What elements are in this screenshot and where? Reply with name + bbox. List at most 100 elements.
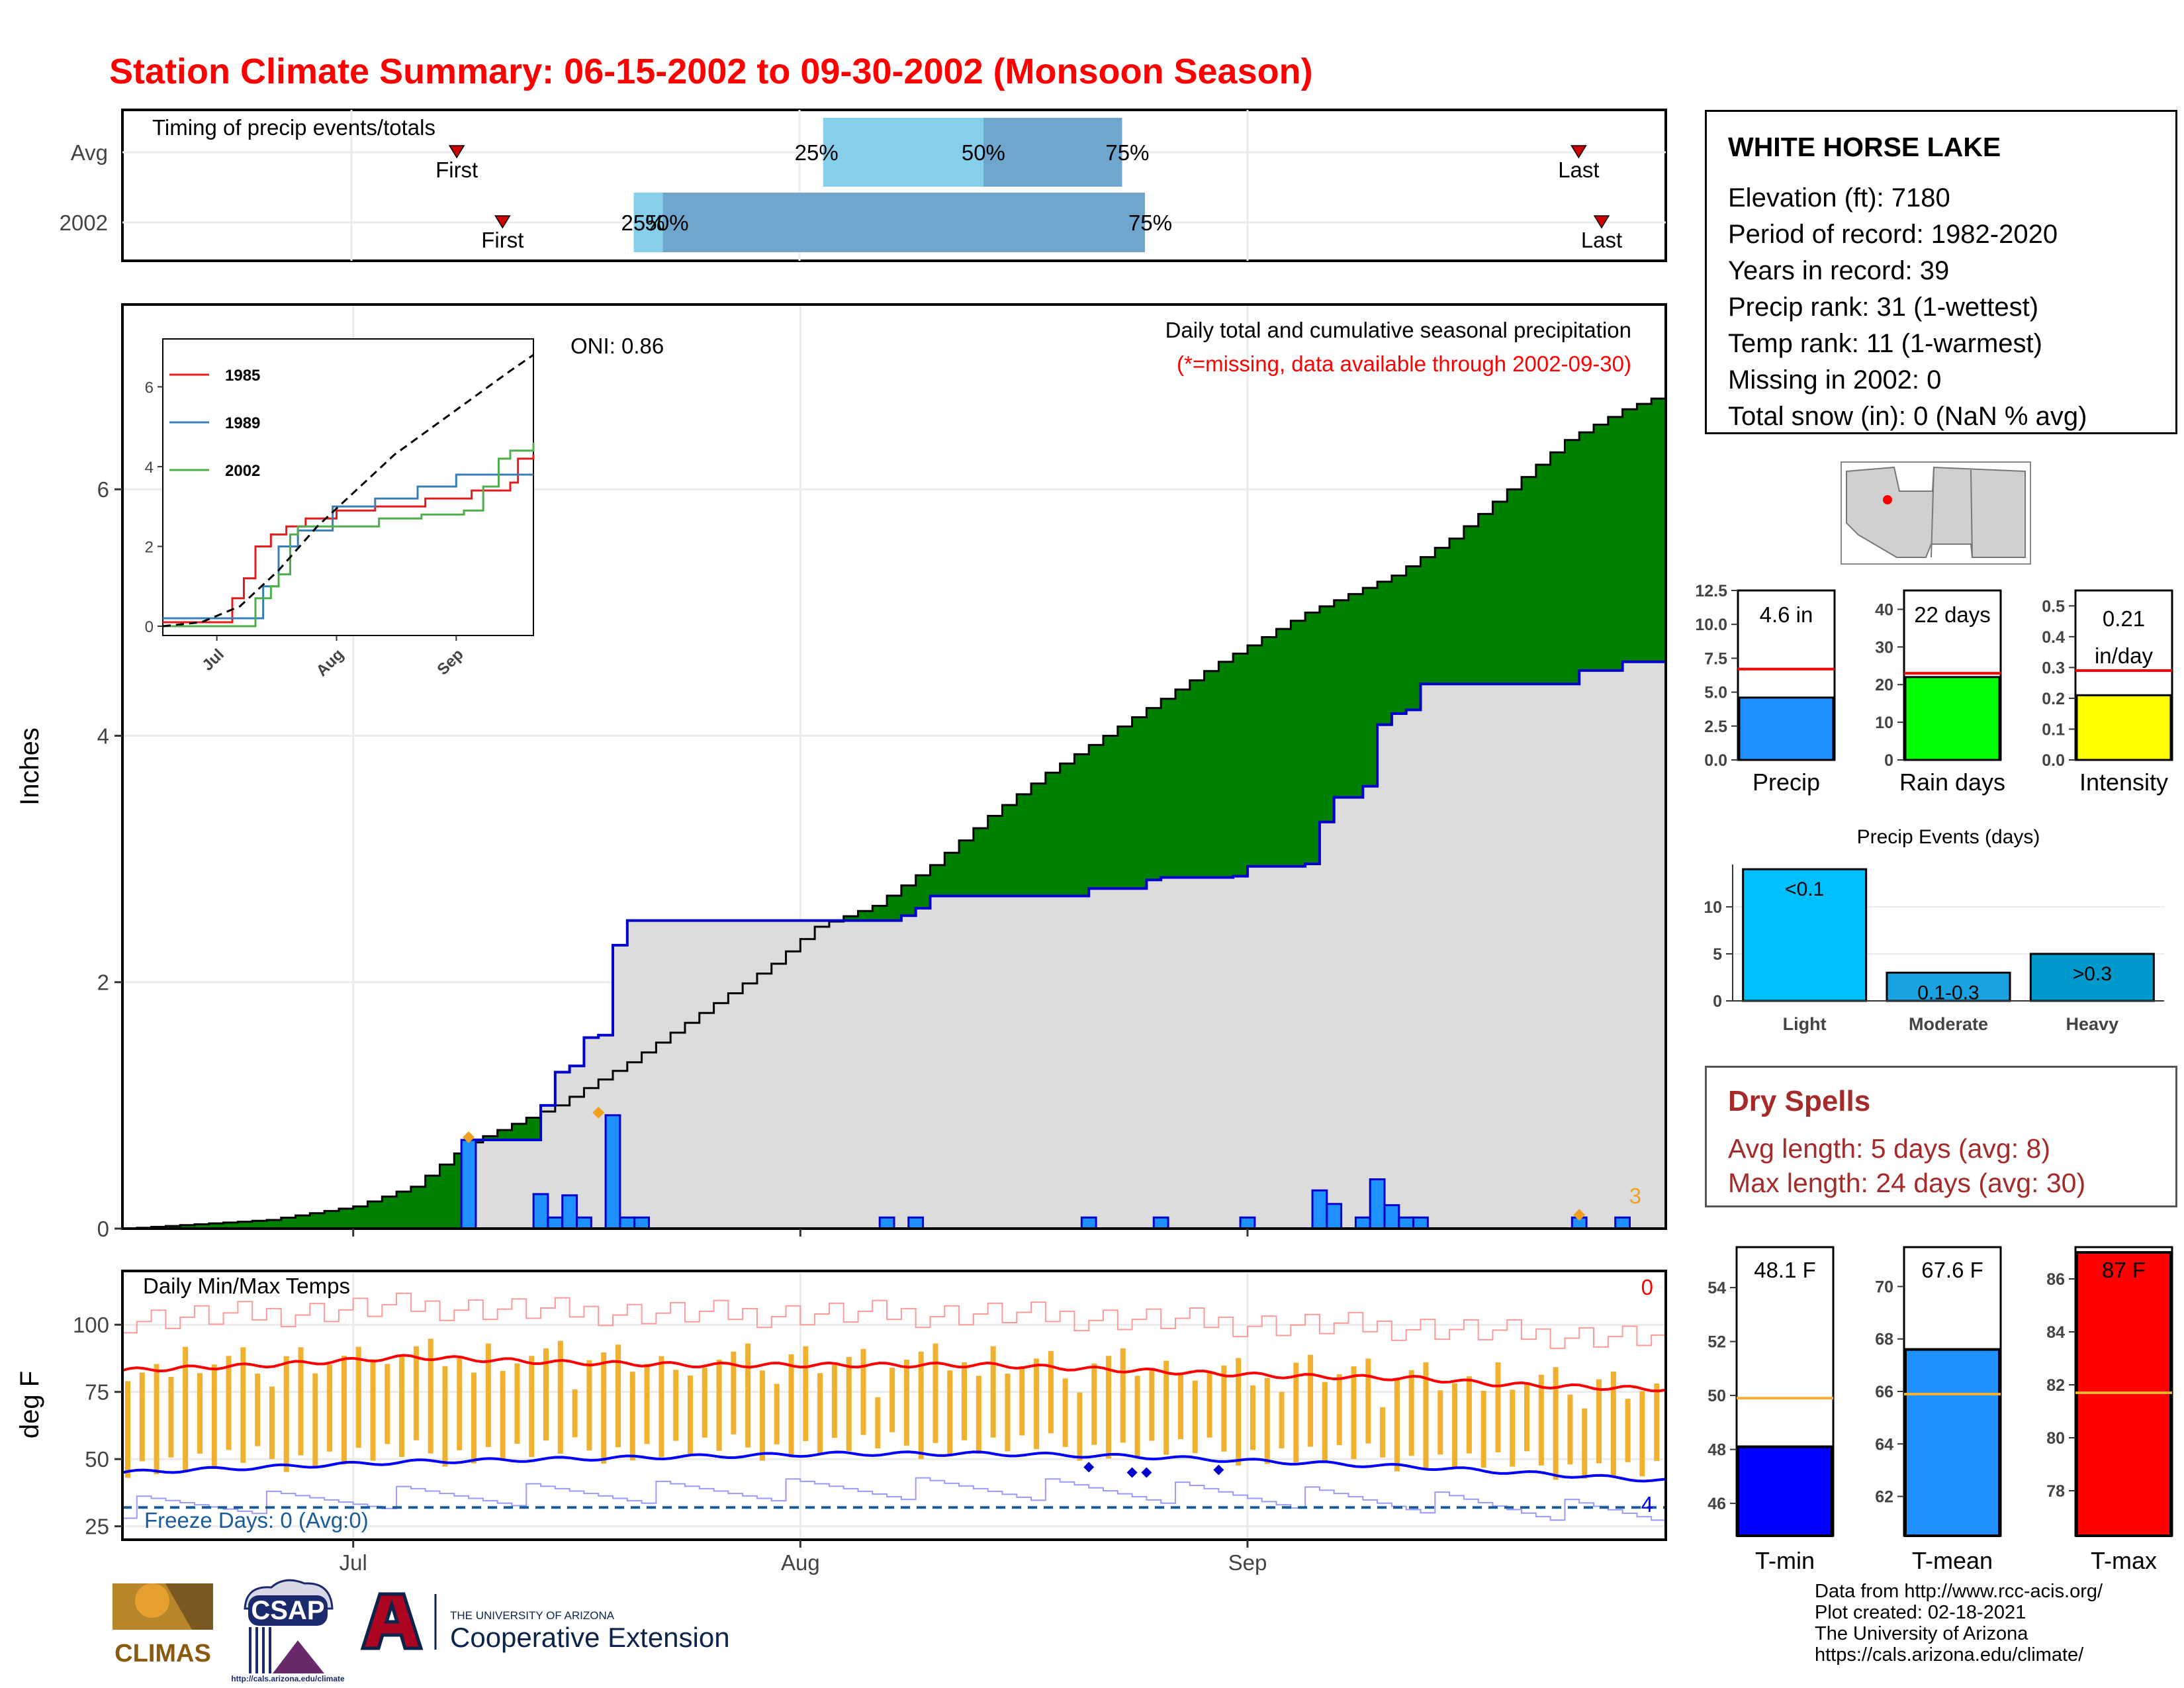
temp-gauge-y-tick-label: 46 bbox=[1707, 1495, 1726, 1513]
precip-marker bbox=[1573, 1209, 1586, 1221]
timing-bar-q3 bbox=[983, 118, 1122, 187]
freeze-days-label: Freeze Days: 0 (Avg:0) bbox=[144, 1508, 369, 1532]
gauge-y-tick-label: 0 bbox=[1884, 751, 1893, 770]
daily-temp-bar bbox=[183, 1346, 189, 1471]
temp-gauge-y-tick-label: 62 bbox=[1875, 1488, 1893, 1507]
daily-temp-bar bbox=[889, 1368, 895, 1432]
daily-temp-bar bbox=[312, 1373, 318, 1469]
daily-temp-bar bbox=[644, 1364, 650, 1444]
daily-temp-bar bbox=[702, 1368, 707, 1438]
daily-temp-bar bbox=[485, 1343, 491, 1447]
daily-temp-bar bbox=[629, 1372, 635, 1461]
daily-temp-bar bbox=[385, 1364, 390, 1444]
daily-temp-bar bbox=[817, 1373, 823, 1454]
daily-temp-bar bbox=[1596, 1379, 1602, 1464]
daily-temp-bar bbox=[1351, 1366, 1357, 1460]
temp-gauge-bar bbox=[1737, 1445, 1833, 1537]
daily-temp-bar bbox=[1177, 1374, 1183, 1440]
daily-temp-bar bbox=[341, 1355, 347, 1465]
gauge-y-tick-label: 7.5 bbox=[1704, 649, 1727, 668]
daily-temp-bar bbox=[962, 1362, 968, 1440]
daily-precip-bar bbox=[1354, 1216, 1371, 1230]
temp-y-tick-label: 25 bbox=[85, 1515, 109, 1539]
daily-temp-bar bbox=[990, 1346, 996, 1438]
daily-precip-bar bbox=[1152, 1216, 1169, 1230]
daily-temp-bar bbox=[1019, 1366, 1025, 1436]
dry-spells-max: Max length: 24 days (avg: 30) bbox=[1728, 1168, 2086, 1198]
daily-temp-bar bbox=[976, 1376, 981, 1454]
gauge-y-tick-label: 0.0 bbox=[2042, 751, 2065, 770]
inset-y-tick-label: 0 bbox=[145, 618, 154, 636]
ua-logo: THE UNIVERSITY OF ARIZONA Cooperative Ex… bbox=[360, 1592, 730, 1653]
gauge-value-label: 0.21 bbox=[2103, 606, 2145, 631]
daily-temp-bar bbox=[1192, 1380, 1198, 1454]
daily-precip-bar bbox=[1311, 1189, 1328, 1230]
temp-gauge-category-label: T-max bbox=[2091, 1547, 2157, 1574]
daily-temp-bar bbox=[1394, 1378, 1400, 1472]
timing-panel: Timing of precip events/totals Avg First L… bbox=[60, 109, 1667, 262]
daily-temp-bar bbox=[1639, 1391, 1645, 1477]
timing-first-label: First bbox=[481, 228, 523, 252]
temp-gauge-y-tick-label: 86 bbox=[2046, 1270, 2065, 1289]
daily-temp-bar bbox=[327, 1364, 333, 1452]
daily-temp-bar bbox=[529, 1356, 535, 1457]
precip-panel-title: Daily total and cumulative seasonal prec… bbox=[1165, 318, 1631, 342]
precip-events-chart: Precip Events (days) 0 5 10 <0.1 Light 0.1-0.3… bbox=[1704, 826, 2164, 1034]
temp-gauge-y-tick-label: 48 bbox=[1707, 1441, 1726, 1460]
temp-panel-title: Daily Min/Max Temps bbox=[143, 1274, 350, 1298]
precip-panel: Daily total and cumulative seasonal prec… bbox=[15, 303, 1667, 1241]
daily-temp-bar bbox=[1495, 1362, 1501, 1453]
temp-gauge-y-tick-label: 80 bbox=[2046, 1429, 2065, 1448]
events-bar-label: >0.3 bbox=[2073, 963, 2112, 985]
ua-logo-big-text: Cooperative Extension bbox=[450, 1622, 730, 1653]
gauge-y-tick-label: 0.2 bbox=[2042, 690, 2065, 708]
daily-temp-bar bbox=[875, 1397, 881, 1448]
daily-temp-bar bbox=[1149, 1368, 1155, 1441]
gauge-bar bbox=[2075, 694, 2172, 761]
temp-gauge-y-tick-label: 54 bbox=[1707, 1279, 1726, 1297]
daily-precip-bar bbox=[1383, 1204, 1400, 1230]
events-category-label: Light bbox=[1783, 1014, 1827, 1034]
timing-p75-label: 75% bbox=[1128, 211, 1172, 235]
daily-temp-bar bbox=[543, 1348, 549, 1441]
daily-temp-bar bbox=[1423, 1362, 1429, 1470]
gauge-charts: 0.0 2.5 5.0 7.5 10.0 12.5 4.6 in Precip 0 10 20 30 4… bbox=[1695, 582, 2173, 796]
inset-series-1989 bbox=[163, 473, 533, 620]
events-bar-label: 0.1-0.3 bbox=[1917, 982, 1979, 1004]
station-precip-rank: Precip rank: 31 (1-wettest) bbox=[1728, 293, 2039, 322]
events-category-label: Moderate bbox=[1909, 1014, 1988, 1034]
daily-temp-bar bbox=[211, 1364, 217, 1467]
credit-line: The University of Arizona bbox=[1815, 1623, 2028, 1644]
daily-precip-bar bbox=[1614, 1216, 1631, 1230]
daily-temp-bar bbox=[413, 1346, 419, 1440]
x-tick-label: Jul bbox=[340, 1550, 367, 1575]
temp-gauge-category-label: T-min bbox=[1755, 1547, 1815, 1574]
precip-y-label: Inches bbox=[15, 727, 44, 806]
gauge-y-tick-label: 5.0 bbox=[1704, 684, 1727, 702]
daily-temp-bar bbox=[355, 1346, 361, 1448]
temp-gauge-y-tick-label: 84 bbox=[2046, 1323, 2065, 1342]
events-y-tick-label: 10 bbox=[1704, 898, 1722, 917]
daily-temp-bar bbox=[139, 1372, 145, 1462]
gauge-y-tick-label: 0.3 bbox=[2042, 659, 2065, 677]
location-map bbox=[1841, 461, 2031, 565]
cumulative-avg-line bbox=[122, 393, 1667, 1230]
daily-temp-bar bbox=[154, 1364, 159, 1474]
gauge-y-tick-label: 0.5 bbox=[2042, 597, 2065, 616]
gauge-value-label: in/day bbox=[2095, 643, 2154, 668]
daily-precip-bar bbox=[547, 1216, 564, 1230]
daily-temp-bar bbox=[1250, 1385, 1255, 1450]
dry-spells-avg: Avg length: 5 days (avg: 8) bbox=[1728, 1133, 2050, 1164]
precip-axis: 0 2 4 6 bbox=[97, 477, 1249, 1241]
x-tick-label: Aug bbox=[781, 1550, 820, 1575]
temp-gauge-y-tick-label: 70 bbox=[1875, 1278, 1893, 1296]
daily-temp-bar bbox=[1264, 1378, 1270, 1464]
daily-precip-bar bbox=[1369, 1178, 1386, 1230]
daily-temp-bar bbox=[687, 1375, 693, 1454]
daily-temp-bar bbox=[1510, 1389, 1516, 1467]
csap-logo-text: CSAP bbox=[251, 1596, 324, 1625]
inset-y-tick-label: 6 bbox=[145, 379, 154, 397]
